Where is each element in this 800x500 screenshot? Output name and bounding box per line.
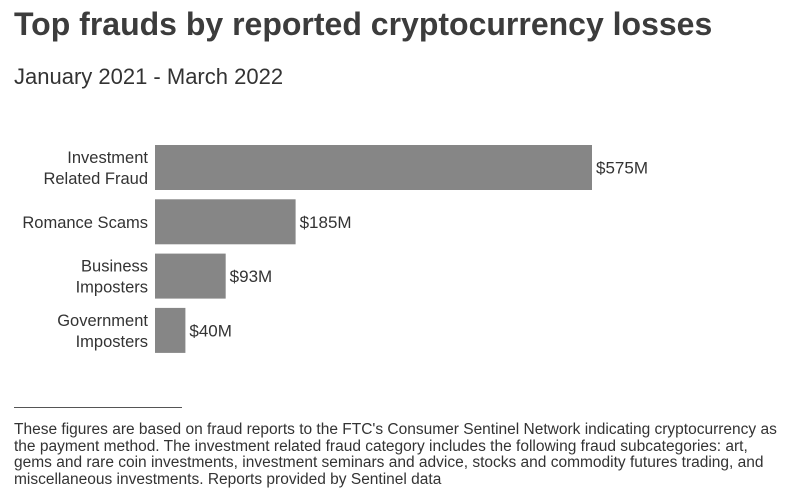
category-label: Business Imposters bbox=[76, 258, 148, 297]
bar-chart: Investment Related Fraud $575M Romance Scam… bbox=[22, 145, 648, 353]
value-label: $575M bbox=[596, 159, 648, 178]
category-label: Investment Related Fraud bbox=[43, 149, 148, 188]
bar-group: Business Imposters $93M bbox=[76, 253, 273, 299]
value-label: $93M bbox=[230, 267, 273, 286]
chart-title: Top frauds by reported cryptocurrency lo… bbox=[14, 6, 713, 42]
bar-group: Romance Scams $185M bbox=[22, 199, 352, 245]
footnote-text: These figures are based on fraud reports… bbox=[14, 422, 777, 488]
footnote-divider bbox=[14, 407, 182, 408]
bar bbox=[155, 199, 296, 245]
bar-group: Investment Related Fraud $575M bbox=[43, 145, 648, 190]
value-label: $40M bbox=[189, 321, 232, 340]
chart-subtitle: January 2021 - March 2022 bbox=[14, 64, 284, 89]
value-label: $185M bbox=[300, 213, 352, 232]
category-label: Government Imposters bbox=[57, 312, 148, 351]
bar-group: Government Imposters $40M bbox=[57, 307, 232, 353]
bar bbox=[155, 253, 226, 299]
bar bbox=[155, 145, 592, 190]
bar bbox=[155, 307, 186, 353]
category-label: Romance Scams bbox=[22, 214, 148, 232]
